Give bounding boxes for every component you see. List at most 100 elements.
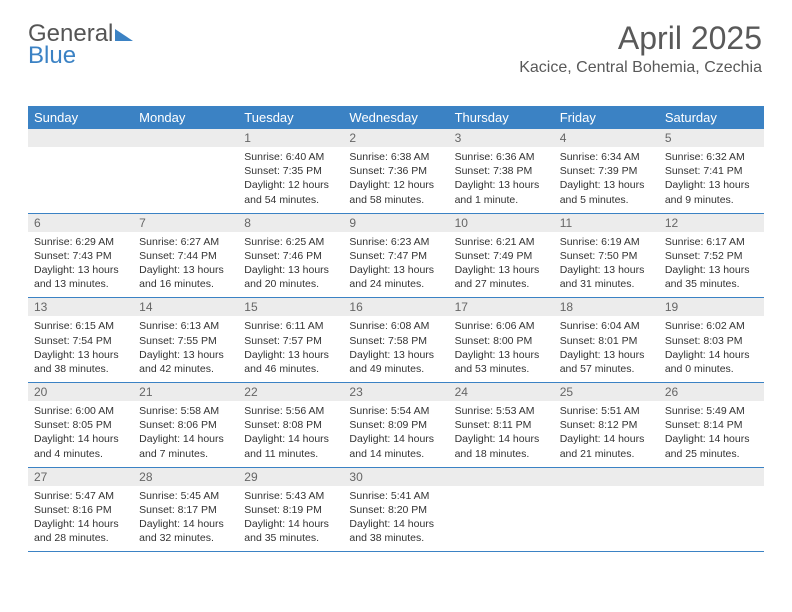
cell-body: Sunrise: 6:38 AMSunset: 7:36 PMDaylight:…: [343, 147, 448, 213]
cell-body: Sunrise: 6:15 AMSunset: 7:54 PMDaylight:…: [28, 316, 133, 382]
daylight1-text: Daylight: 13 hours: [139, 263, 232, 277]
calendar-cell: 20Sunrise: 6:00 AMSunset: 8:05 PMDayligh…: [28, 383, 133, 467]
week-row: 1Sunrise: 6:40 AMSunset: 7:35 PMDaylight…: [28, 129, 764, 214]
calendar-cell: 17Sunrise: 6:06 AMSunset: 8:00 PMDayligh…: [449, 298, 554, 382]
daylight1-text: Daylight: 13 hours: [34, 348, 127, 362]
daylight1-text: Daylight: 13 hours: [455, 263, 548, 277]
sunrise-text: Sunrise: 6:17 AM: [665, 235, 758, 249]
day-header: Friday: [554, 106, 659, 129]
day-number: 25: [554, 383, 659, 401]
sunrise-text: Sunrise: 6:34 AM: [560, 150, 653, 164]
calendar-cell: 9Sunrise: 6:23 AMSunset: 7:47 PMDaylight…: [343, 214, 448, 298]
calendar-cell: [133, 129, 238, 213]
daylight2-text: and 20 minutes.: [244, 277, 337, 291]
calendar-cell: 18Sunrise: 6:04 AMSunset: 8:01 PMDayligh…: [554, 298, 659, 382]
sunset-text: Sunset: 8:03 PM: [665, 334, 758, 348]
daylight2-text: and 49 minutes.: [349, 362, 442, 376]
day-number: 27: [28, 468, 133, 486]
daylight2-text: and 38 minutes.: [34, 362, 127, 376]
sunset-text: Sunset: 8:11 PM: [455, 418, 548, 432]
daylight2-text: and 46 minutes.: [244, 362, 337, 376]
cell-body: Sunrise: 6:19 AMSunset: 7:50 PMDaylight:…: [554, 232, 659, 298]
sunrise-text: Sunrise: 6:25 AM: [244, 235, 337, 249]
daylight1-text: Daylight: 13 hours: [455, 348, 548, 362]
daylight2-text: and 11 minutes.: [244, 447, 337, 461]
day-number: 19: [659, 298, 764, 316]
daylight1-text: Daylight: 13 hours: [665, 263, 758, 277]
day-header: Wednesday: [343, 106, 448, 129]
cell-body: Sunrise: 5:49 AMSunset: 8:14 PMDaylight:…: [659, 401, 764, 467]
day-number: [28, 129, 133, 147]
daylight1-text: Daylight: 14 hours: [244, 432, 337, 446]
day-number: 8: [238, 214, 343, 232]
daylight2-text: and 28 minutes.: [34, 531, 127, 545]
sunset-text: Sunset: 8:09 PM: [349, 418, 442, 432]
daylight1-text: Daylight: 14 hours: [34, 432, 127, 446]
weeks-container: 1Sunrise: 6:40 AMSunset: 7:35 PMDaylight…: [28, 129, 764, 552]
day-number: 2: [343, 129, 448, 147]
week-row: 20Sunrise: 6:00 AMSunset: 8:05 PMDayligh…: [28, 383, 764, 468]
sunset-text: Sunset: 8:05 PM: [34, 418, 127, 432]
sunset-text: Sunset: 7:35 PM: [244, 164, 337, 178]
sunset-text: Sunset: 7:49 PM: [455, 249, 548, 263]
daylight2-text: and 1 minute.: [455, 193, 548, 207]
day-number: 10: [449, 214, 554, 232]
sunrise-text: Sunrise: 5:47 AM: [34, 489, 127, 503]
calendar-cell: 11Sunrise: 6:19 AMSunset: 7:50 PMDayligh…: [554, 214, 659, 298]
daylight2-text: and 54 minutes.: [244, 193, 337, 207]
sunset-text: Sunset: 8:19 PM: [244, 503, 337, 517]
sunset-text: Sunset: 8:14 PM: [665, 418, 758, 432]
sunset-text: Sunset: 7:52 PM: [665, 249, 758, 263]
sunset-text: Sunset: 7:58 PM: [349, 334, 442, 348]
calendar-cell: 14Sunrise: 6:13 AMSunset: 7:55 PMDayligh…: [133, 298, 238, 382]
day-number: 30: [343, 468, 448, 486]
daylight2-text: and 35 minutes.: [244, 531, 337, 545]
daylight1-text: Daylight: 14 hours: [139, 517, 232, 531]
day-number: [659, 468, 764, 486]
calendar-cell: 6Sunrise: 6:29 AMSunset: 7:43 PMDaylight…: [28, 214, 133, 298]
daylight1-text: Daylight: 13 hours: [665, 178, 758, 192]
daylight1-text: Daylight: 12 hours: [349, 178, 442, 192]
daylight2-text: and 21 minutes.: [560, 447, 653, 461]
cell-body: Sunrise: 6:21 AMSunset: 7:49 PMDaylight:…: [449, 232, 554, 298]
cell-body: Sunrise: 6:02 AMSunset: 8:03 PMDaylight:…: [659, 316, 764, 382]
day-header: Monday: [133, 106, 238, 129]
sunset-text: Sunset: 7:44 PM: [139, 249, 232, 263]
daylight1-text: Daylight: 13 hours: [560, 348, 653, 362]
sunset-text: Sunset: 7:54 PM: [34, 334, 127, 348]
sunrise-text: Sunrise: 5:41 AM: [349, 489, 442, 503]
calendar-cell: [28, 129, 133, 213]
sunrise-text: Sunrise: 5:51 AM: [560, 404, 653, 418]
day-number: 3: [449, 129, 554, 147]
day-number: 17: [449, 298, 554, 316]
daylight1-text: Daylight: 13 hours: [244, 348, 337, 362]
day-header-row: Sunday Monday Tuesday Wednesday Thursday…: [28, 106, 764, 129]
cell-body: Sunrise: 6:36 AMSunset: 7:38 PMDaylight:…: [449, 147, 554, 213]
daylight2-text: and 58 minutes.: [349, 193, 442, 207]
sunrise-text: Sunrise: 6:00 AM: [34, 404, 127, 418]
cell-body: Sunrise: 6:25 AMSunset: 7:46 PMDaylight:…: [238, 232, 343, 298]
cell-body: Sunrise: 6:29 AMSunset: 7:43 PMDaylight:…: [28, 232, 133, 298]
day-number: 6: [28, 214, 133, 232]
sunrise-text: Sunrise: 6:06 AM: [455, 319, 548, 333]
daylight2-text: and 5 minutes.: [560, 193, 653, 207]
day-number: [554, 468, 659, 486]
cell-body: Sunrise: 6:27 AMSunset: 7:44 PMDaylight:…: [133, 232, 238, 298]
daylight1-text: Daylight: 13 hours: [34, 263, 127, 277]
calendar-cell: 10Sunrise: 6:21 AMSunset: 7:49 PMDayligh…: [449, 214, 554, 298]
sunset-text: Sunset: 8:17 PM: [139, 503, 232, 517]
cell-body: Sunrise: 6:34 AMSunset: 7:39 PMDaylight:…: [554, 147, 659, 213]
sunset-text: Sunset: 7:41 PM: [665, 164, 758, 178]
calendar-cell: [554, 468, 659, 552]
sunset-text: Sunset: 8:08 PM: [244, 418, 337, 432]
cell-body: Sunrise: 6:08 AMSunset: 7:58 PMDaylight:…: [343, 316, 448, 382]
calendar-cell: 12Sunrise: 6:17 AMSunset: 7:52 PMDayligh…: [659, 214, 764, 298]
daylight1-text: Daylight: 14 hours: [34, 517, 127, 531]
sunset-text: Sunset: 8:12 PM: [560, 418, 653, 432]
day-number: 29: [238, 468, 343, 486]
cell-body: Sunrise: 5:41 AMSunset: 8:20 PMDaylight:…: [343, 486, 448, 552]
sunrise-text: Sunrise: 6:02 AM: [665, 319, 758, 333]
daylight2-text: and 16 minutes.: [139, 277, 232, 291]
day-number: 26: [659, 383, 764, 401]
cell-body: Sunrise: 6:04 AMSunset: 8:01 PMDaylight:…: [554, 316, 659, 382]
